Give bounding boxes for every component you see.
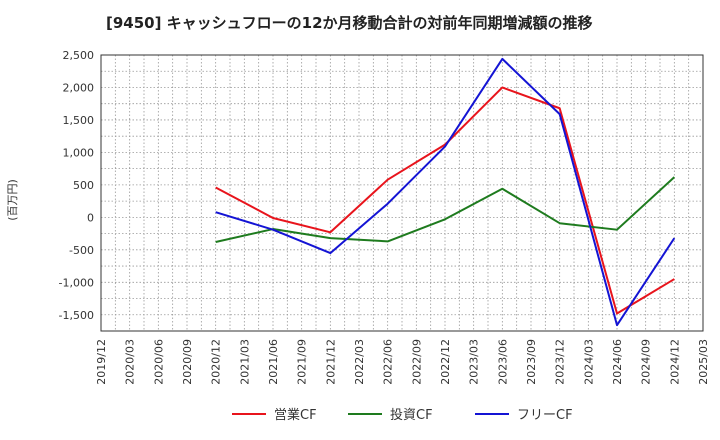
y-tick-label: 2,000 [63,81,95,94]
x-tick-label: 2020/03 [124,339,137,385]
x-tick-label: 2023/06 [496,339,509,385]
legend-label: 投資CF [390,407,433,423]
x-tick-label: 2023/09 [525,339,538,385]
legend: 営業CF 投資CF フリーCF [232,407,573,423]
plot-frame [100,54,704,332]
y-tick-label: 0 [87,211,94,224]
x-tick-label: 2020/06 [152,339,165,385]
x-tick-label: 2023/12 [554,339,567,385]
series-lines [215,57,676,327]
x-tick-label: 2022/09 [410,339,423,385]
x-tick-label: 2022/03 [353,339,366,385]
x-tick-label: 2022/06 [382,339,395,385]
y-axis-label: (百万円) [6,179,19,221]
x-tick-label: 2021/09 [296,339,309,385]
grid [100,54,704,332]
x-axis: 2019/12 2020/03 2020/06 2020/09 2020/12 2021/… [95,339,710,385]
legend-label: 営業CF [274,407,317,423]
x-tick-label: 2019/12 [95,339,108,385]
x-tick-label: 2020/09 [181,339,194,385]
y-axis: 2,500 2,000 1,500 1,000 500 0 -500 -1,000 -1,500 [59,49,94,322]
x-tick-label: 2021/03 [238,339,251,385]
y-tick-label: 2,500 [63,49,95,62]
x-tick-label: 2021/06 [267,339,280,385]
legend-label: フリーCF [517,408,573,423]
x-tick-label: 2020/12 [210,339,223,385]
series-line [215,57,676,327]
y-tick-label: 1,000 [63,146,95,159]
x-tick-label: 2021/12 [324,339,337,385]
x-tick-label: 2023/03 [468,339,481,385]
series-line [215,86,675,315]
x-tick-label: 2025/03 [697,339,710,385]
y-tick-label: -1,500 [59,309,94,322]
x-tick-label: 2024/09 [640,339,653,385]
y-tick-label: -1,000 [59,276,94,289]
series-line [215,176,676,244]
x-tick-label: 2024/06 [611,339,624,385]
x-tick-label: 2024/12 [668,339,681,385]
x-tick-label: 2024/03 [582,339,595,385]
y-tick-label: 500 [73,179,94,192]
chart-title: [9450] キャッシュフローの12か月移動合計の対前年同期増減額の推移 [106,14,593,32]
y-tick-label: -500 [69,244,94,257]
x-tick-label: 2022/12 [439,339,452,385]
y-tick-label: 1,500 [63,114,95,127]
